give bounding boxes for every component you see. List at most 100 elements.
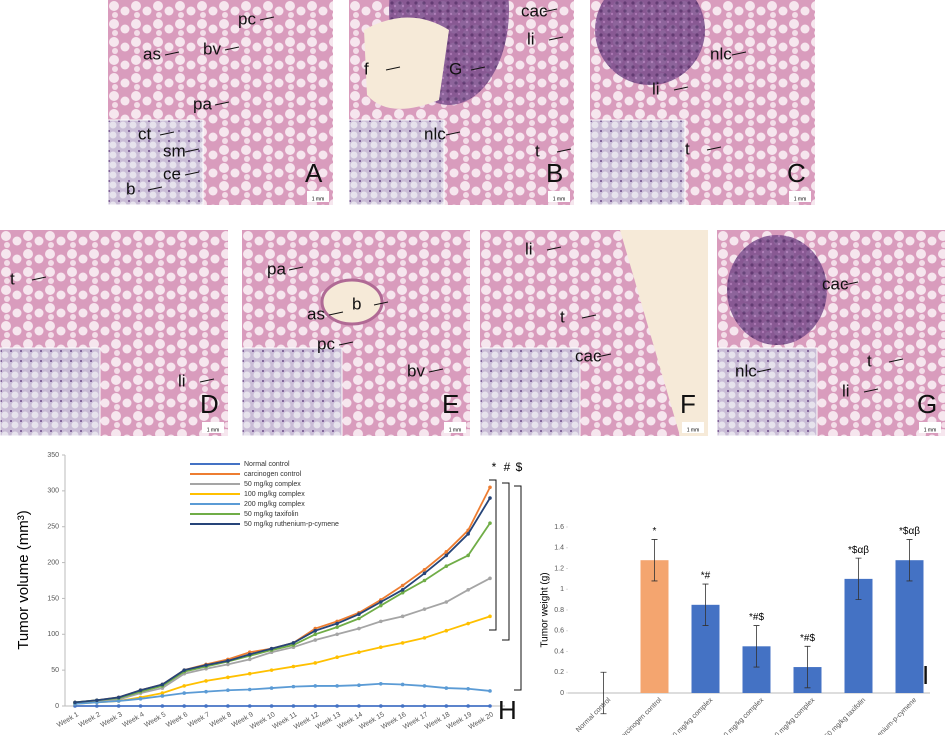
data-point [357,683,361,688]
data-point [357,626,361,631]
pointer-arrow [159,131,175,136]
structure-label: f [364,59,369,78]
structure-label: t [535,141,540,160]
x-tick-label: Carcinogen control [617,696,664,735]
panel-letter: D [200,389,219,419]
data-point [466,621,470,626]
pointer-arrow [546,246,562,251]
pointer-arrow [385,66,401,71]
legend-label: 50 mg/kg taxifolin [244,511,299,518]
significance-bracket [502,482,510,641]
data-point [73,700,77,705]
data-point [400,682,405,687]
y-tick-label: 0.2 [554,669,564,676]
bar-label: *$αβ [899,526,920,537]
legend-label: 50 mg/kg complex [244,481,301,488]
data-point [269,686,274,690]
structure-label: pa [267,259,286,278]
structure-label: bv [407,361,425,380]
structure-label: t [10,269,15,288]
bar-label: *# [701,571,711,582]
data-point [226,704,230,708]
x-tick-label: Week 6 [165,711,189,729]
structure-label: nlc [424,124,446,143]
y-tick-label: 1.6 [554,524,564,531]
structure-label: nlc [710,44,732,63]
data-point [488,689,492,693]
y-tick-label: 50 [51,667,59,674]
data-point [226,659,230,663]
data-point [313,684,318,688]
data-point [422,607,427,611]
histology-panel: t li D 1 mm [0,230,228,437]
data-point [291,641,296,645]
scale-bar: 1 mm [312,196,325,202]
x-tick-label: Week 3 [100,711,124,729]
data-point [116,704,121,708]
data-point [444,704,449,708]
data-point [488,704,492,708]
data-point [226,688,230,693]
structure-label: li [525,239,533,258]
structure-label: li [842,381,850,400]
y-tick-label: 200 [47,559,59,566]
series-line [74,682,491,705]
histology-panel: pa b as pc bv E 1 mm [241,230,470,437]
tissue-mass [595,0,705,85]
pointer-arrow [184,171,200,176]
series-line [74,577,491,705]
pointer-arrow [445,131,461,136]
bar [895,560,924,693]
scale-box [789,191,811,202]
structure-label: sm [163,141,186,160]
bar-label: *#$ [749,612,764,623]
data-point [335,684,339,688]
pointer-arrow [542,8,558,13]
scale-box [307,191,329,202]
data-point [488,521,492,525]
pointer-arrow [199,378,215,383]
data-point [488,485,492,490]
data-point [444,686,449,690]
data-point [204,689,208,694]
lumen [620,230,708,436]
data-point [335,704,339,708]
y-tick-label: 1.2 [554,565,564,572]
error-bar [804,645,811,689]
pointer-arrow [756,368,772,373]
pointer-arrow [147,186,163,191]
data-point [444,553,449,558]
y-axis-label: Tumor weight (g) [540,572,551,647]
data-point [422,636,427,640]
data-point [95,698,99,703]
data-point [444,628,449,633]
pointer-arrow [288,266,304,271]
y-tick-label: 0.4 [554,648,564,655]
data-point [378,681,383,686]
inset-image [107,119,204,206]
legend-label: Normal control [244,461,290,468]
data-point [182,691,187,695]
data-point [400,641,405,645]
data-point [466,686,470,691]
tissue-mass [727,235,827,345]
pointer-arrow [596,353,612,358]
data-point [247,657,252,662]
data-point [182,668,187,672]
error-bar [906,539,913,582]
data-point [422,684,427,688]
data-point [313,704,318,708]
pointer-arrow [556,148,572,153]
data-point [182,704,187,708]
pointer-arrow [581,314,597,319]
data-point [444,600,449,604]
data-point [422,571,427,576]
data-point [466,704,470,708]
panel-letter: E [442,389,459,419]
scale-bar: 1 mm [687,427,700,433]
structure-label: li [652,79,660,98]
scale-box [444,422,466,433]
inset-image [0,347,101,437]
